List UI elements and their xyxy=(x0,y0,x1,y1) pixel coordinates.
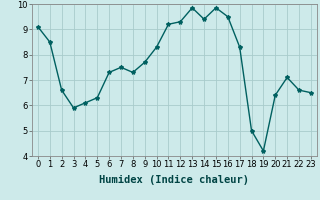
X-axis label: Humidex (Indice chaleur): Humidex (Indice chaleur) xyxy=(100,175,249,185)
